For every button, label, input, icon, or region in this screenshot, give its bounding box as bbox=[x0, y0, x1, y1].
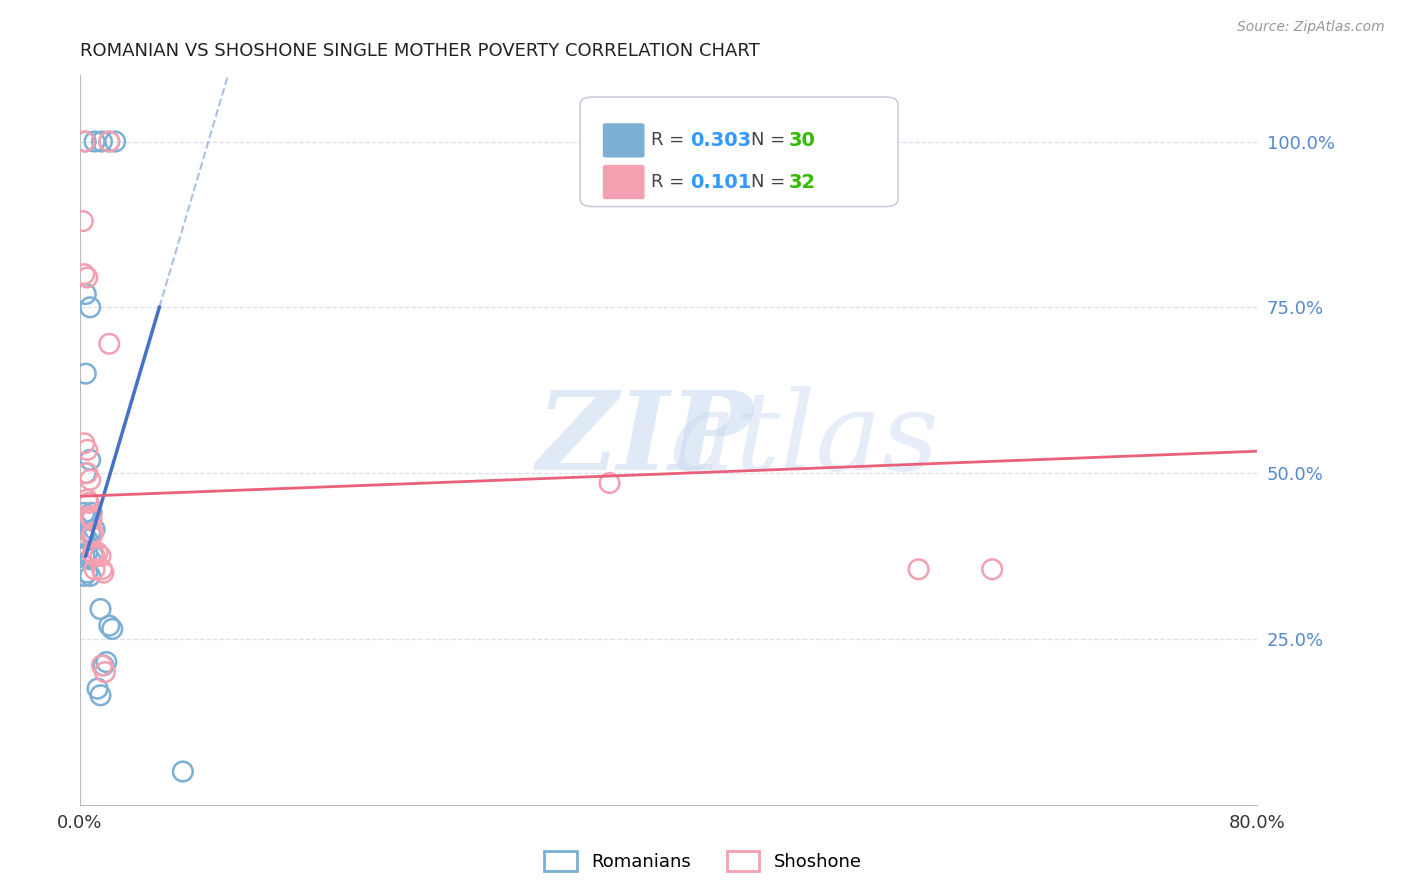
Point bbox=[75, 135, 97, 149]
Point bbox=[75, 509, 97, 524]
Point bbox=[91, 562, 114, 576]
Text: N =: N = bbox=[751, 173, 790, 191]
Point bbox=[73, 436, 96, 450]
Text: R =: R = bbox=[651, 173, 696, 191]
Point bbox=[73, 569, 96, 583]
Text: R =: R = bbox=[651, 131, 690, 150]
Point bbox=[79, 525, 101, 540]
Point bbox=[82, 525, 104, 540]
Point bbox=[76, 270, 98, 285]
Point bbox=[86, 681, 108, 696]
Point bbox=[83, 523, 105, 537]
Legend: Romanians, Shoshone: Romanians, Shoshone bbox=[537, 844, 869, 879]
Point bbox=[93, 566, 115, 580]
Point bbox=[83, 135, 105, 149]
Point bbox=[599, 476, 621, 491]
Point bbox=[981, 562, 1004, 576]
Point bbox=[73, 529, 96, 543]
Point bbox=[77, 512, 100, 526]
Point bbox=[73, 506, 96, 520]
Point bbox=[98, 135, 121, 149]
Point bbox=[77, 496, 100, 510]
Text: atlas: atlas bbox=[669, 386, 939, 493]
Point bbox=[91, 658, 114, 673]
Point bbox=[79, 301, 101, 315]
Point bbox=[75, 466, 97, 480]
Text: N =: N = bbox=[751, 131, 790, 150]
Point bbox=[80, 529, 103, 543]
Point bbox=[80, 512, 103, 526]
Point bbox=[75, 367, 97, 381]
Point bbox=[104, 135, 127, 149]
Point bbox=[172, 764, 194, 779]
Point bbox=[98, 135, 121, 149]
Point bbox=[94, 665, 117, 679]
Point bbox=[73, 267, 96, 281]
Text: 32: 32 bbox=[789, 173, 815, 192]
Point bbox=[80, 506, 103, 520]
Point bbox=[73, 135, 96, 149]
Point bbox=[76, 466, 98, 480]
Point bbox=[89, 602, 111, 616]
Text: 0.303: 0.303 bbox=[689, 131, 751, 150]
Point bbox=[73, 549, 96, 563]
FancyBboxPatch shape bbox=[603, 123, 645, 158]
Point bbox=[86, 546, 108, 560]
Point bbox=[79, 509, 101, 524]
Point bbox=[82, 549, 104, 563]
Point bbox=[76, 492, 98, 507]
Point bbox=[83, 562, 105, 576]
Point bbox=[76, 566, 98, 580]
Point bbox=[96, 655, 118, 669]
Point bbox=[79, 473, 101, 487]
Point bbox=[72, 214, 94, 228]
Point bbox=[907, 562, 929, 576]
FancyBboxPatch shape bbox=[581, 97, 898, 207]
Point bbox=[98, 336, 121, 351]
Text: ZIP: ZIP bbox=[537, 386, 754, 493]
Point bbox=[79, 569, 101, 583]
Point bbox=[76, 442, 98, 457]
Point bbox=[79, 453, 101, 467]
Text: 0.101: 0.101 bbox=[689, 173, 751, 192]
Point bbox=[91, 135, 114, 149]
Point bbox=[75, 287, 97, 301]
Point bbox=[82, 546, 104, 560]
Point bbox=[76, 533, 98, 547]
Point bbox=[83, 549, 105, 563]
Point bbox=[89, 549, 111, 563]
Point bbox=[89, 688, 111, 702]
Point bbox=[93, 658, 115, 673]
Point bbox=[98, 618, 121, 632]
Text: Source: ZipAtlas.com: Source: ZipAtlas.com bbox=[1237, 20, 1385, 34]
Point bbox=[101, 622, 124, 636]
Point bbox=[76, 546, 98, 560]
Text: ROMANIAN VS SHOSHONE SINGLE MOTHER POVERTY CORRELATION CHART: ROMANIAN VS SHOSHONE SINGLE MOTHER POVER… bbox=[80, 42, 759, 60]
FancyBboxPatch shape bbox=[603, 165, 645, 200]
Text: 30: 30 bbox=[789, 131, 815, 150]
Point bbox=[79, 552, 101, 566]
